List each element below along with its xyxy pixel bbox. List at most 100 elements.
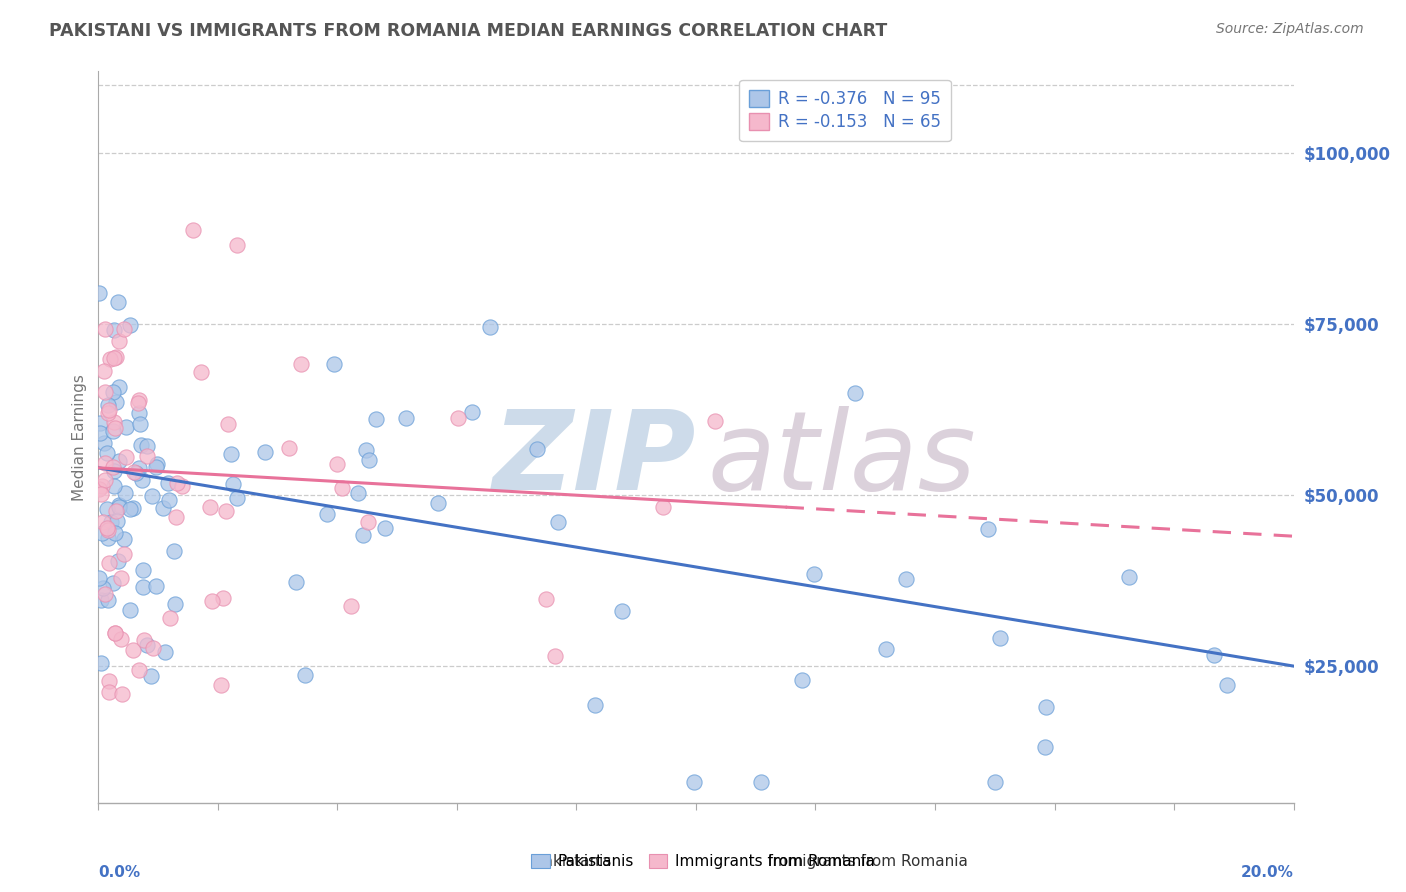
Point (128, 393, 150, 408)
Point (90, 479, 112, 493)
Point (107, 295, 129, 310)
Point (165, 510, 187, 524)
Point (141, 669, 163, 683)
Point (357, 515, 380, 529)
Point (352, 527, 374, 541)
Point (526, 442, 548, 456)
Point (683, 775, 706, 789)
Point (128, 663, 150, 677)
Point (190, 365, 212, 379)
Point (226, 238, 249, 252)
Point (322, 357, 344, 371)
Point (129, 438, 152, 452)
Point (988, 631, 1011, 645)
Point (96, 521, 118, 535)
Point (94, 587, 117, 601)
Point (122, 501, 145, 516)
Point (163, 597, 186, 611)
Point (97, 685, 120, 699)
Point (97, 398, 120, 412)
Point (325, 457, 347, 471)
Point (96, 445, 118, 459)
Point (181, 223, 204, 237)
Point (894, 572, 917, 586)
Point (984, 775, 1007, 789)
Point (108, 334, 131, 348)
Point (128, 406, 150, 420)
Point (98, 556, 121, 570)
Text: PAKISTANI VS IMMIGRANTS FROM ROMANIA MEDIAN EARNINGS CORRELATION CHART: PAKISTANI VS IMMIGRANTS FROM ROMANIA MED… (49, 22, 887, 40)
Point (120, 318, 142, 332)
Point (172, 479, 194, 493)
Point (277, 441, 299, 455)
Point (366, 412, 388, 426)
Point (1035, 700, 1057, 714)
Point (142, 640, 165, 655)
Point (652, 500, 675, 514)
Point (101, 424, 124, 438)
Point (704, 415, 727, 429)
Point (145, 579, 167, 593)
Point (156, 475, 179, 490)
Point (446, 410, 468, 425)
Text: ZIP: ZIP (492, 406, 696, 513)
Text: Source: ZipAtlas.com: Source: ZipAtlas.com (1216, 22, 1364, 37)
Point (91, 526, 114, 541)
Point (395, 410, 418, 425)
Point (96, 502, 118, 516)
Point (103, 415, 125, 429)
Point (89, 286, 111, 301)
Point (875, 642, 897, 657)
Point (132, 633, 155, 648)
Point (544, 648, 567, 663)
Point (790, 673, 813, 688)
Point (610, 603, 633, 617)
Point (209, 678, 232, 692)
Point (91, 515, 114, 529)
Text: atlas: atlas (709, 406, 977, 513)
Point (101, 575, 124, 590)
Point (136, 449, 159, 463)
Point (163, 543, 186, 558)
Point (219, 447, 242, 461)
Point (103, 421, 125, 435)
Point (803, 567, 825, 582)
Point (97, 524, 120, 538)
Point (108, 380, 131, 394)
Point (93, 364, 115, 378)
Point (108, 498, 131, 512)
Point (104, 626, 127, 640)
Point (374, 521, 396, 535)
Point (122, 643, 145, 657)
Point (114, 322, 136, 336)
Point (426, 496, 449, 510)
Point (101, 384, 124, 399)
Point (294, 667, 316, 681)
Point (200, 594, 222, 608)
Point (290, 357, 312, 371)
Point (98, 403, 121, 417)
Point (104, 625, 127, 640)
Point (131, 473, 153, 487)
Point (115, 450, 138, 464)
Point (115, 420, 138, 434)
Point (479, 319, 502, 334)
Point (128, 460, 150, 475)
Point (1033, 740, 1056, 755)
Point (90, 656, 112, 670)
Point (112, 547, 135, 561)
Point (157, 493, 180, 508)
Point (316, 507, 339, 521)
Point (89, 416, 111, 430)
Text: 20.0%: 20.0% (1240, 865, 1294, 880)
Point (93, 435, 115, 450)
Point (132, 563, 155, 577)
Point (145, 459, 167, 474)
Legend: Pakistanis, Immigrants from Romania: Pakistanis, Immigrants from Romania (526, 847, 880, 875)
Point (136, 439, 159, 453)
Point (112, 532, 135, 546)
Point (105, 394, 128, 409)
Point (90, 592, 112, 607)
Point (103, 464, 125, 478)
Point (357, 452, 380, 467)
